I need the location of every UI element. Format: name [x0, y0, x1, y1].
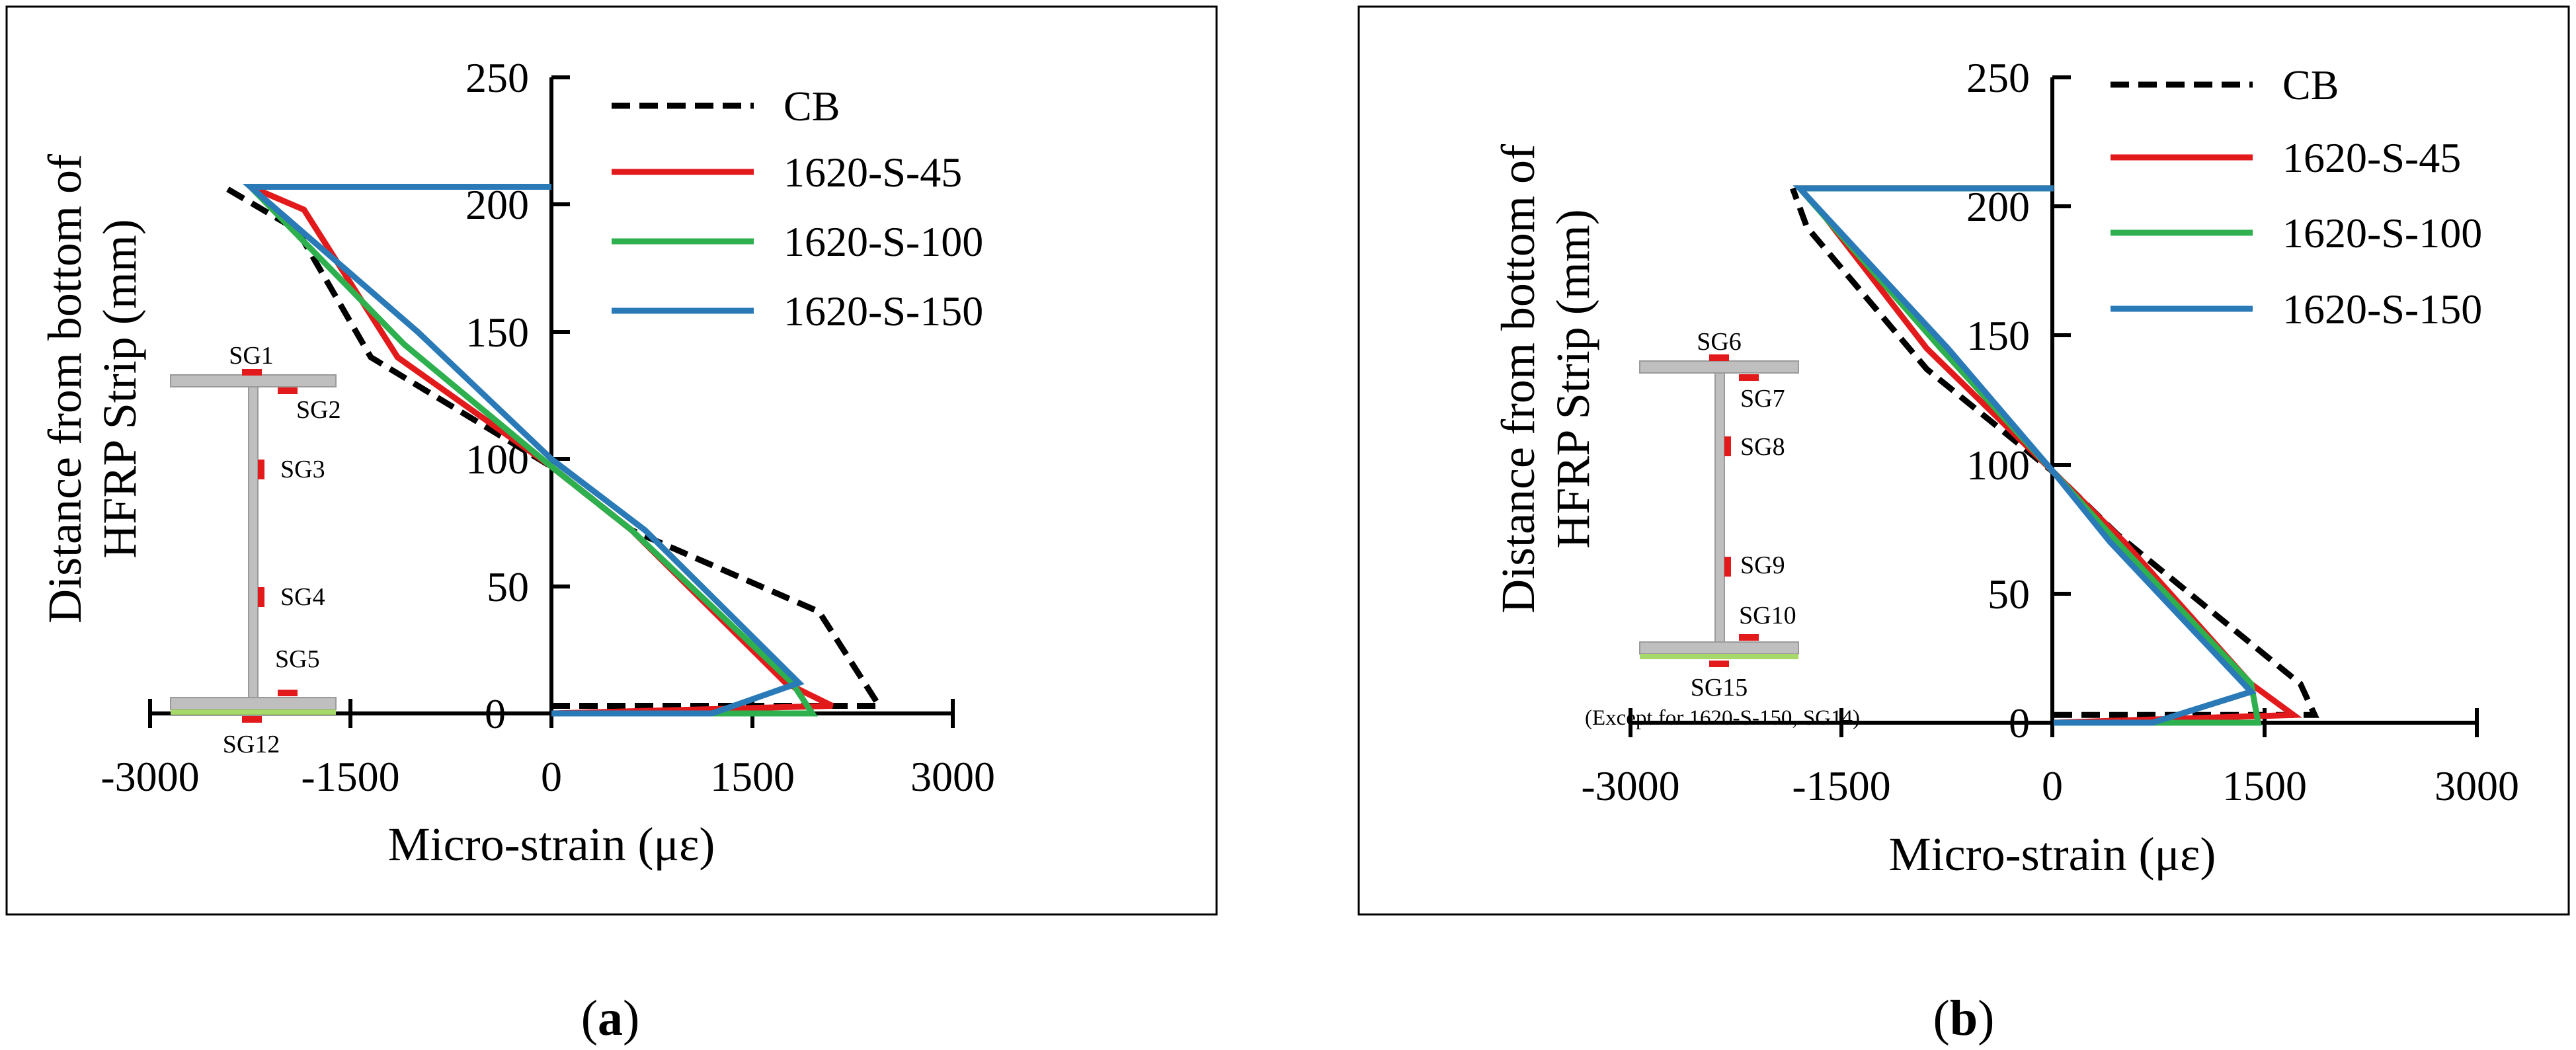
panel-a-y-axis-title-line1: Distance from bottom of: [38, 154, 91, 624]
panel-b-beam-top-flange: [1639, 360, 1799, 374]
panel-a-xtick-label: 3000: [910, 753, 995, 800]
panel-a-gauge-sg5: [278, 690, 298, 696]
panel-b-beam-web: [1714, 372, 1725, 643]
panel-b-ytick-label: 50: [1988, 571, 2030, 618]
panel-b-beam-diagram: SG6 SG7 SG8 SG9 SG10 SG15 (Except for 16…: [1585, 328, 1860, 730]
panel-b-label-sg15: SG15: [1691, 674, 1748, 702]
panel-b-ytick-label: 0: [2009, 700, 2030, 747]
panel-a: -3000 -1500 0 1500 3000 0 50 100 150 200…: [38, 54, 995, 1046]
panel-a-gauge-sg2: [278, 387, 298, 394]
panel-a-xtick-label: 1500: [710, 753, 795, 800]
panel-b-caption-letter: b: [1950, 990, 1978, 1046]
panel-a-caption-open: (: [581, 990, 598, 1046]
panel-a-ytick-label: 150: [465, 309, 529, 356]
panel-a-ytick-label: 0: [485, 690, 506, 737]
panel-b-gauge-sg6: [1709, 354, 1729, 361]
panel-b-xtick-label: 3000: [2435, 762, 2519, 809]
panel-b-beam-bottom-flange: [1639, 641, 1799, 655]
panel-b-gauge-sg15: [1709, 661, 1729, 667]
panel-a-gauge-sg4: [258, 587, 264, 607]
panel-a-label-sg5: SG5: [275, 645, 320, 673]
panel-b-ytick-label: 150: [1966, 312, 2030, 359]
panel-b-label-sg10: SG10: [1739, 602, 1796, 629]
panel-a-gauge-sg1: [242, 369, 262, 376]
panel-b-series-cb: [1790, 187, 2319, 718]
panel-a-label-sg1: SG1: [229, 342, 274, 370]
panel-b-gauge-sg9: [1724, 557, 1731, 577]
panel-a-legend-label-1620-s-150: 1620-S-150: [784, 288, 983, 335]
panel-b-label-sg8: SG8: [1740, 433, 1785, 461]
panel-a-label-sg3: SG3: [280, 456, 325, 483]
panel-a-legend: CB 1620-S-45 1620-S-100 1620-S-150: [612, 83, 983, 335]
panel-b-series-layer: [1790, 185, 2319, 726]
panel-b-diagram-note: (Except for 1620-S-150, SG14): [1585, 706, 1860, 730]
panel-a-x-axis-title: Micro-strain (με): [388, 818, 715, 871]
panel-a-gauge-sg3: [258, 460, 264, 479]
panel-a-beam-diagram: SG1 SG2 SG3 SG4 SG5 SG12: [170, 342, 341, 758]
panel-b-label-sg6: SG6: [1697, 328, 1742, 356]
panel-b-legend-label-1620-s-100: 1620-S-100: [2282, 210, 2482, 257]
panel-a-legend-label-cb: CB: [784, 83, 840, 130]
panel-a-label-sg4: SG4: [280, 583, 325, 611]
panel-b-hfrp-strip: [1640, 654, 1798, 659]
panel-a-hfrp-strip: [171, 709, 336, 715]
panel-b-caption: (b): [1933, 990, 1995, 1046]
panel-a-series-layer: [222, 184, 885, 717]
panel-b-label-sg7: SG7: [1740, 385, 1785, 413]
panel-a-series-1620-s-100: [243, 184, 818, 717]
panel-b: -3000 -1500 0 1500 3000 0 50 100 150 200…: [1492, 54, 2519, 1046]
panel-a-beam-top-flange: [170, 374, 337, 387]
panel-b-xtick-label: 1500: [2222, 762, 2307, 809]
panel-b-x-axis-title: Micro-strain (με): [1889, 828, 2216, 881]
panel-a-caption: (a): [581, 990, 640, 1046]
panel-b-frame: [1357, 5, 2570, 916]
panel-a-caption-close: ): [623, 990, 639, 1046]
panel-b-gauge-sg10: [1739, 634, 1759, 641]
panel-a-frame: [5, 5, 1218, 916]
panel-b-ytick-label: 100: [1966, 442, 2030, 489]
panel-b-y-axis-title-line1: Distance from bottom of: [1492, 144, 1545, 614]
panel-a-xtick-label: -3000: [101, 753, 199, 800]
panel-a-series-1620-s-150: [242, 184, 805, 717]
panel-b-ytick-label: 250: [1966, 54, 2030, 101]
panel-b-caption-close: ): [1978, 990, 1994, 1046]
panel-a-ytick-label: 50: [487, 563, 529, 610]
panel-a-legend-label-1620-s-45: 1620-S-45: [784, 149, 962, 196]
panel-b-xtick-label: 0: [2042, 762, 2063, 809]
panel-b-y-axis-title-line2: HFRP Strip (mm): [1547, 209, 1599, 548]
panel-a-caption-letter: a: [598, 990, 623, 1046]
panel-b-legend-label-1620-s-150: 1620-S-150: [2282, 286, 2482, 333]
panel-a-y-axis-title-line2: HFRP Strip (mm): [93, 219, 146, 558]
panel-b-caption-open: (: [1933, 990, 1950, 1046]
panel-b-label-sg9: SG9: [1740, 551, 1785, 579]
panel-a-beam-bottom-flange: [170, 697, 337, 710]
panel-a-beam-web: [248, 386, 259, 698]
panel-b-legend-label-1620-s-45: 1620-S-45: [2282, 134, 2461, 181]
panel-a-label-sg2: SG2: [296, 396, 341, 424]
panel-a-gauge-sg12: [242, 716, 262, 723]
panel-b-series-1620-s-150: [1792, 185, 2257, 726]
panel-a-legend-label-1620-s-100: 1620-S-100: [784, 218, 983, 265]
panel-a-xtick-label: -1500: [301, 753, 399, 800]
panel-a-ytick-label: 250: [465, 54, 529, 101]
panel-a-xtick-label: 0: [541, 753, 562, 800]
panel-b-legend-label-cb: CB: [2282, 61, 2339, 108]
panel-b-gauge-sg7: [1739, 374, 1759, 381]
panel-b-legend: CB 1620-S-45 1620-S-100 1620-S-150: [2111, 61, 2482, 333]
panel-b-gauge-sg8: [1724, 436, 1731, 456]
panel-a-label-sg12: SG12: [223, 731, 280, 758]
panel-b-xtick-label: -1500: [1792, 762, 1890, 809]
panel-b-xtick-label: -3000: [1581, 762, 1679, 809]
